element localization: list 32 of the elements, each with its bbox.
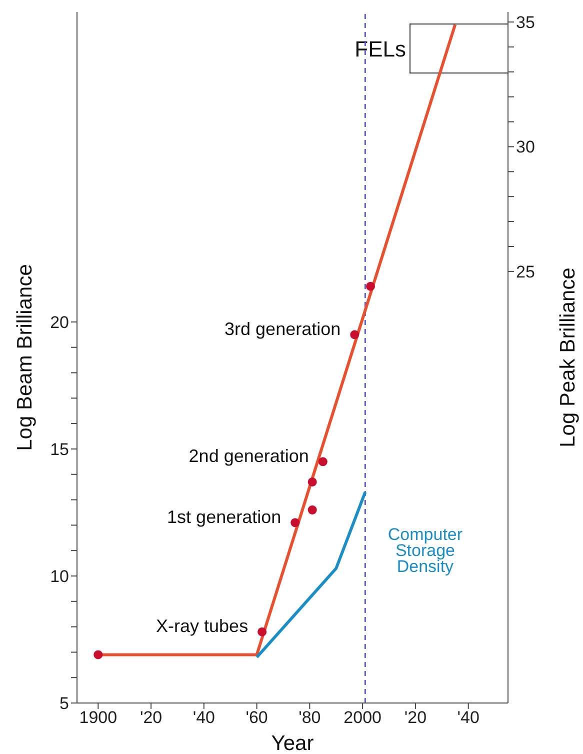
annotation: 2nd generation: [188, 446, 309, 466]
y-tick-label: 15: [50, 440, 69, 459]
y2-tick-label: 25: [516, 262, 535, 282]
x-tick-label: '20: [140, 708, 162, 728]
point: [350, 330, 360, 340]
x-tick-label: 1900: [79, 708, 118, 728]
point: [308, 505, 317, 514]
x-tick-label: '20: [404, 708, 427, 728]
x-tick-label: '40: [457, 708, 480, 728]
point: [308, 477, 317, 486]
series-label: Computer Storage Density: [388, 525, 463, 576]
point: [94, 650, 103, 660]
annotation: 1st generation: [167, 506, 282, 527]
y-tick-label: 20: [50, 312, 69, 332]
point: [258, 627, 267, 636]
x-tick-label: '40: [192, 708, 215, 728]
x-tick-label: '60: [246, 708, 268, 728]
y2-tick-label: 35: [516, 13, 535, 32]
x-axis-title: Year: [271, 732, 314, 754]
point: [366, 282, 376, 291]
point: [290, 518, 300, 528]
y-tick-label: 10: [50, 567, 69, 586]
y2-axis-title: Log Peak Brilliance: [556, 268, 580, 448]
y2-tick-label: 30: [516, 138, 535, 157]
annotation: X-ray tubes: [156, 616, 248, 636]
y-tick-label: 5: [60, 694, 69, 714]
y-axis-title: Log Beam Brilliance: [13, 264, 36, 451]
x-tick-label: 2000: [344, 708, 382, 728]
annotation: 3rd generation: [224, 318, 341, 339]
point: [318, 457, 328, 466]
annotation: FELs: [354, 36, 406, 62]
x-tick-label: '80: [298, 708, 321, 728]
